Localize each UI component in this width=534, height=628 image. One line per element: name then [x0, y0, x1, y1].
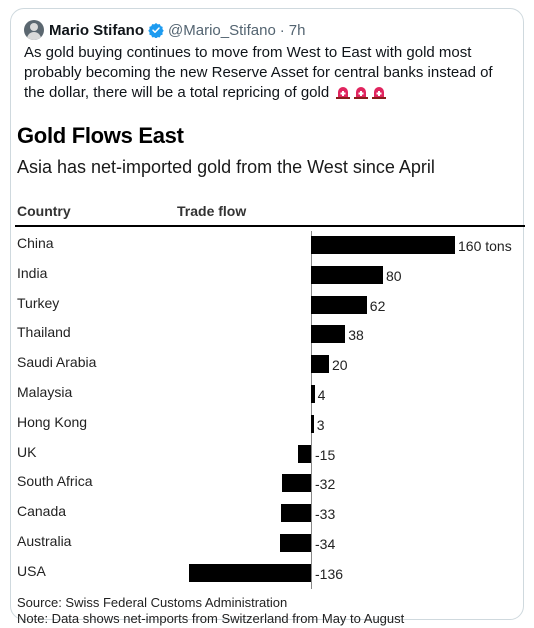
chart-note: Note: Data shows net-imports from Switze… — [17, 611, 405, 626]
tweet-body: As gold buying continues to move from We… — [24, 44, 493, 101]
country-label: Thailand — [17, 324, 71, 341]
value-label: 62 — [369, 297, 386, 314]
trade-flow-bar — [311, 385, 315, 403]
police-siren-icon — [336, 87, 351, 99]
country-label: Saudi Arabia — [17, 354, 97, 371]
value-label: 3 — [316, 416, 325, 433]
trade-flow-bar — [311, 414, 314, 433]
tweet-header: Mario Stifano @Mario_Stifano · 7h — [49, 20, 305, 40]
country-label: Malaysia — [17, 384, 73, 400]
author-name[interactable]: Mario Stifano — [49, 21, 145, 39]
header-rule — [15, 225, 525, 227]
tweet-image-chart[interactable]: Gold Flows East Asia has net-imported go… — [15, 119, 525, 626]
trade-flow-bar — [311, 236, 455, 254]
country-label: South Africa — [17, 473, 93, 490]
trade-flow-bar — [280, 534, 311, 552]
verified-badge-icon — [148, 23, 164, 38]
column-header-country: Country — [17, 203, 71, 219]
chart-subtitle: Asia has net-imported gold from the West… — [17, 157, 435, 177]
chart-source: Source: Swiss Federal Customs Administra… — [17, 595, 288, 610]
trade-flow-bar — [297, 444, 311, 463]
police-siren-icon — [354, 87, 369, 99]
value-label: 4 — [317, 387, 326, 403]
country-label: China — [17, 235, 54, 251]
value-label: -34 — [315, 536, 336, 552]
country-label: Turkey — [17, 294, 60, 311]
tweet-timestamp[interactable]: 7h — [288, 21, 306, 39]
country-label: Hong Kong — [17, 413, 88, 430]
value-label: 160 tons — [458, 238, 512, 254]
country-label: UK — [17, 443, 37, 460]
value-label: -136 — [315, 565, 344, 582]
trade-flow-bar — [311, 265, 383, 284]
police-siren-icon — [372, 87, 387, 99]
author-handle[interactable]: @Mario_Stifano — [168, 21, 276, 39]
trade-flow-bar — [311, 295, 367, 314]
value-label: 20 — [332, 357, 348, 374]
trade-flow-bar — [282, 474, 311, 493]
trade-flow-bar — [188, 563, 311, 582]
country-label: Canada — [17, 503, 67, 520]
value-label: -32 — [315, 476, 336, 493]
column-header-trade-flow: Trade flow — [177, 203, 247, 219]
country-label: Australia — [17, 533, 72, 549]
value-label: -33 — [315, 506, 336, 523]
avatar[interactable] — [24, 20, 44, 40]
country-label: USA — [17, 562, 46, 579]
value-label: 38 — [348, 327, 364, 344]
trade-flow-bar — [281, 504, 311, 523]
trade-flow-bar — [311, 325, 346, 344]
tweet-text: As gold buying continues to move from We… — [24, 43, 514, 103]
tweet-card[interactable]: Mario Stifano @Mario_Stifano · 7h As gol… — [10, 8, 525, 626]
trade-flow-bar — [311, 355, 329, 374]
zero-axis-line — [311, 231, 312, 589]
header-separator: · — [279, 21, 285, 39]
chart-title: Gold Flows East — [17, 123, 184, 148]
value-label: 80 — [386, 267, 402, 284]
country-label: India — [17, 264, 48, 281]
top-accent-line — [0, 0, 534, 3]
value-label: -15 — [315, 446, 336, 463]
